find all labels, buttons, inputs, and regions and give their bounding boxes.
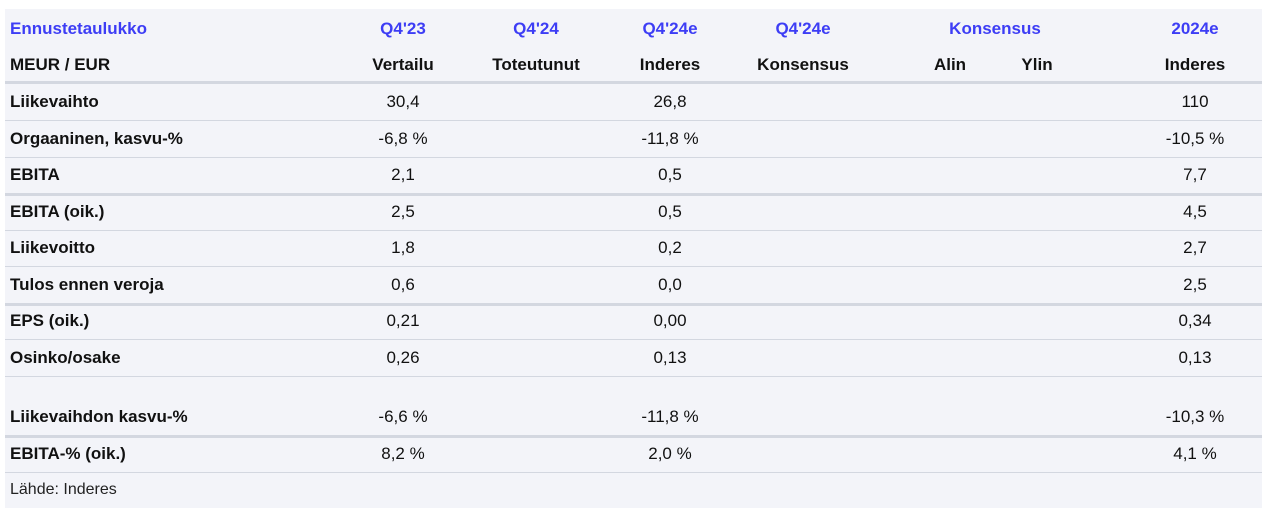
row-label: EBITA	[10, 165, 60, 184]
value-q424e: 0,5	[658, 165, 682, 184]
source-row: Lähde: Inderes	[5, 472, 1262, 508]
table-row: Liikevoitto 1,8 0,2 2,7	[5, 230, 1262, 267]
value-q424e: 0,2	[658, 238, 682, 257]
col-q424e-inderes: Q4'24e	[642, 19, 698, 38]
col-q424: Q4'24	[513, 19, 559, 38]
value-q423: 2,5	[391, 201, 415, 221]
value-2024e: 7,7	[1183, 165, 1207, 184]
sub-vertailu: Vertailu	[372, 55, 434, 74]
value-q424e: 0,0	[658, 274, 682, 294]
table-row: EBITA 2,1 0,5 7,7	[5, 157, 1262, 196]
value-q423: 0,26	[386, 347, 420, 367]
sub-alin: Alin	[933, 55, 967, 74]
value-2024e: 2,7	[1183, 238, 1207, 257]
table-row: Liikevaihdon kasvu-% -6,6 % -11,8 % -10,3 %	[5, 399, 1262, 438]
sub-inderes: Inderes	[639, 55, 701, 74]
table-row: Tulos ennen veroja 0,6 0,0 2,5	[5, 267, 1262, 306]
row-label: Osinko/osake	[10, 347, 121, 367]
row-label: Liikevaihdon kasvu-%	[10, 407, 188, 426]
sub-konsensus: Konsensus	[757, 55, 849, 74]
row-label: Orgaaninen, kasvu-%	[10, 128, 183, 148]
value-2024e: 110	[1181, 92, 1209, 111]
value-q423: 0,21	[386, 311, 420, 330]
unit-label: MEUR / EUR	[10, 55, 111, 74]
col-q424e-konsensus: Q4'24e	[775, 19, 831, 38]
table-row: Orgaaninen, kasvu-% -6,8 % -11,8 % -10,5 %	[5, 121, 1262, 158]
value-q424e: 0,5	[658, 201, 682, 221]
col-konsensus: Konsensus	[949, 19, 1041, 38]
row-label: Tulos ennen veroja	[10, 274, 164, 294]
sub-ylin: Ylin	[1021, 55, 1053, 74]
forecast-table: Ennustetaulukko Q4'23 Q4'24 Q4'24e Q4'24…	[5, 9, 1262, 508]
table-row: EBITA-% (oik.) 8,2 % 2,0 % 4,1 %	[5, 436, 1262, 473]
table-row: EBITA (oik.) 2,5 0,5 4,5	[5, 194, 1262, 231]
header-row-sub: MEUR / EUR Vertailu Toteutunut Inderes K…	[5, 47, 1262, 84]
value-2024e: -10,3 %	[1165, 407, 1225, 426]
value-2024e: -10,5 %	[1165, 128, 1225, 148]
table-title: Ennustetaulukko	[10, 19, 147, 38]
value-q424e: -11,8 %	[641, 128, 699, 148]
value-q424e: 26,8	[653, 92, 687, 111]
sub-inderes-2024: Inderes	[1164, 55, 1226, 74]
value-q423: 0,6	[391, 274, 415, 294]
row-label: EBITA (oik.)	[10, 201, 105, 221]
source-note: Lähde: Inderes	[10, 481, 117, 498]
sub-toteutunut: Toteutunut	[492, 55, 580, 74]
table-row: Osinko/osake 0,26 0,13 0,13	[5, 340, 1262, 377]
value-q424e: 0,13	[653, 347, 687, 367]
value-2024e: 2,5	[1183, 274, 1207, 294]
col-2024e: 2024e	[1171, 19, 1219, 38]
value-q423: -6,6 %	[378, 407, 428, 426]
value-2024e: 0,13	[1178, 347, 1212, 367]
value-2024e: 0,34	[1178, 311, 1212, 330]
row-label: EPS (oik.)	[10, 311, 90, 330]
table-row: Liikevaihto 30,4 26,8 110	[5, 84, 1262, 121]
value-q423: 30,4	[386, 92, 420, 111]
value-2024e: 4,5	[1183, 201, 1207, 221]
value-2024e: 4,1 %	[1173, 443, 1217, 463]
value-q424e: 0,00	[653, 311, 687, 330]
value-q423: 1,8	[391, 238, 415, 257]
value-q424e: 2,0 %	[648, 443, 692, 463]
value-q423: 2,1	[391, 165, 415, 184]
value-q423: -6,8 %	[378, 128, 428, 148]
table-row: EPS (oik.) 0,21 0,00 0,34	[5, 303, 1262, 340]
row-label: Liikevoitto	[10, 238, 96, 257]
row-label: EBITA-% (oik.)	[10, 443, 126, 463]
row-label: Liikevaihto	[10, 92, 99, 111]
col-q423: Q4'23	[380, 19, 426, 38]
header-row-periods: Ennustetaulukko Q4'23 Q4'24 Q4'24e Q4'24…	[5, 11, 1262, 47]
value-q424e: -11,8 %	[641, 407, 699, 426]
value-q423: 8,2 %	[381, 443, 425, 463]
